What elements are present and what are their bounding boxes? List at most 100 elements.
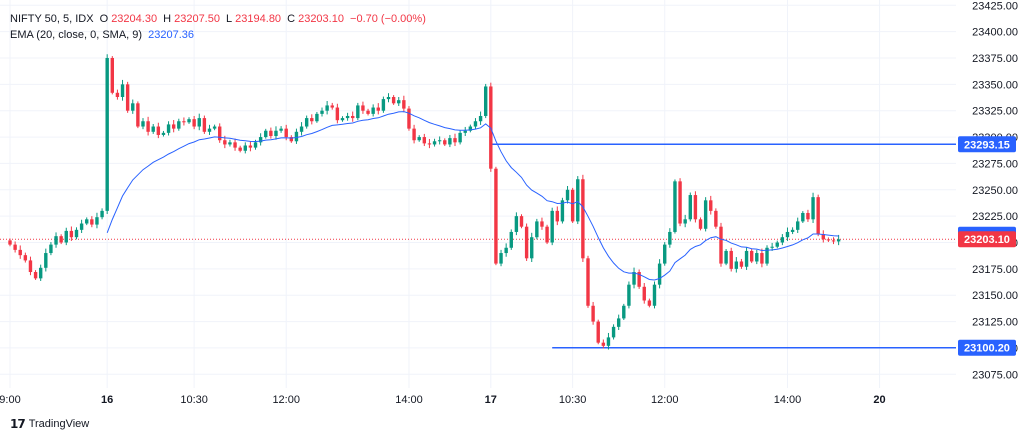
candle-body [468,126,473,131]
price-axis[interactable] [956,0,1023,440]
candle-body [586,258,590,306]
candle-body [801,212,805,222]
candle-body [85,219,89,224]
candle-body [647,300,652,306]
y-tick-label: 23225.00 [972,211,1018,223]
open-value: 23204.30 [111,13,158,25]
candle-body [402,100,406,109]
x-tick-label: 10:30 [559,394,587,406]
candle-body [765,247,769,264]
x-tick-label: 16 [101,394,113,406]
candle-body [596,321,600,343]
candle-body [361,105,365,111]
candle-body [448,138,452,145]
candle-body [274,130,278,137]
candle-body [524,226,529,259]
candle-body [734,261,739,269]
candle-body [320,110,324,114]
candle-body [325,105,329,111]
y-tick-label: 23075.00 [972,369,1018,381]
horizontal-lines[interactable] [490,143,956,349]
close-label: C [287,13,296,25]
candle-body [437,140,442,142]
candle-body [622,305,626,319]
candle-body [115,92,120,97]
candle-body [663,244,667,264]
candle-body [95,217,99,225]
candle-body [499,253,503,264]
candle-body [739,261,744,267]
symbol-label[interactable]: NIFTY 50, 5, IDX [10,13,94,25]
y-tick-label: 23250.00 [972,185,1018,197]
candle-body [770,246,774,248]
candle-body [790,229,795,232]
candle-body [642,286,646,301]
x-tick-label: 14:00 [774,394,802,406]
candle-body [540,221,544,227]
high-value: 23207.50 [174,13,220,25]
y-tick-label: 23175.00 [972,264,1018,276]
candle-body [412,128,416,141]
change-value: −0.70 (−0.00%) [350,13,426,25]
candle-body [611,326,616,338]
candle-body [258,137,263,143]
indicator-value: 23207.36 [148,29,195,41]
tradingview-brand[interactable]: 𝟭𝟳 TradingView [10,417,89,431]
candle-body [44,253,48,268]
candle-body [632,272,636,285]
candle-body [703,200,708,229]
candle-body [197,118,201,127]
candle-body [13,244,17,250]
candle-body [831,240,836,242]
candle-body [105,57,109,211]
candle-body [253,142,258,148]
price-tag-label: 23293.15 [964,139,1010,151]
candle-body [565,189,570,201]
candle-body [18,249,22,256]
brand-name: TradingView [28,418,90,430]
candle-body [33,272,38,279]
candle-body [397,100,401,104]
candle-body [836,239,841,242]
candle-body [54,236,58,245]
candle-body [785,231,790,238]
low-label: L [226,13,233,25]
candle-body [443,140,447,145]
y-tick-label: 23325.00 [972,106,1018,118]
candle-body [709,200,713,211]
price-tag-label: 23100.20 [964,343,1010,355]
candle-body [821,234,825,240]
candle-body [826,239,831,241]
candle-body [376,107,380,111]
candle-body [386,97,391,100]
low-value: 23194.80 [235,13,282,25]
candle-body [576,179,580,222]
x-tick-label: 10:30 [180,394,208,406]
candle-body [729,250,733,269]
candle-body [264,130,268,138]
candle-body [519,216,524,227]
open-label: O [99,13,109,25]
candle-body [545,226,549,243]
candle-body [366,110,370,114]
tradingview-logo-icon: 𝟭𝟳 [10,417,26,431]
price-tag [958,339,1016,356]
candle-body [749,250,754,262]
candle-body [248,145,253,148]
indicator-label[interactable]: EMA (20, close, 0, SMA, 9) [10,29,143,41]
candle-body [688,195,692,220]
x-tick-label: 20 [873,394,885,406]
candle-body [238,147,242,151]
candle-body [714,210,718,227]
candle-body [192,119,196,127]
candle-body [504,247,508,254]
candle-body [38,267,43,279]
candle-body [335,107,340,121]
x-axis-labels: 9:00 16 10:30 12:00 14:00 17 10:30 12:00 14:00 20 [0,394,886,406]
y-tick-label: 23375.00 [972,53,1018,65]
candle-body [683,219,687,224]
candle-body [560,200,565,222]
candle-body [177,121,181,129]
price-tag [958,136,1016,153]
